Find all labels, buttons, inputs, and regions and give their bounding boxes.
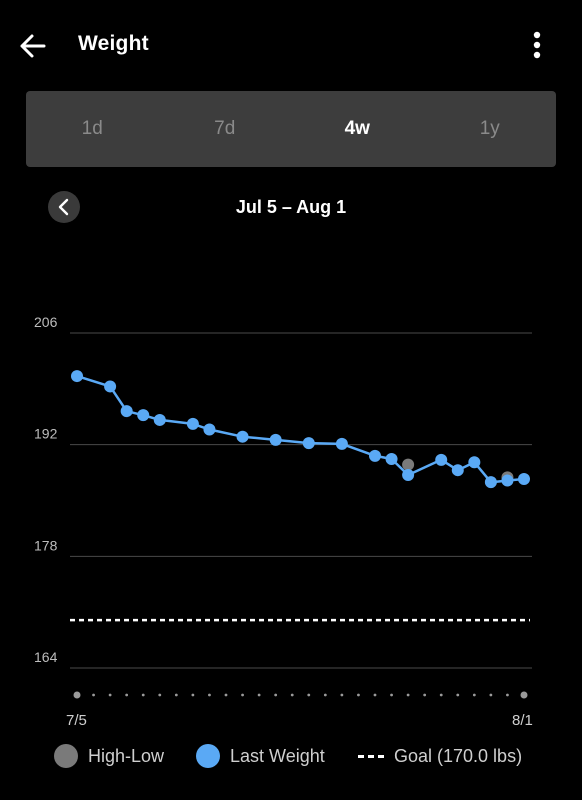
tab-1y[interactable]: 1y: [479, 118, 500, 139]
day-axis-dot: [174, 693, 178, 697]
y-tick-label: 178: [34, 537, 58, 553]
day-axis-dot: [472, 693, 476, 697]
last-weight-point: [203, 423, 216, 436]
arrow-left-icon: [20, 34, 46, 58]
back-button[interactable]: [14, 28, 50, 64]
day-axis-dot: [290, 693, 294, 697]
last-weight-point: [369, 449, 381, 462]
high-low-point: [402, 458, 415, 471]
last-weight-point: [501, 474, 514, 487]
day-axis-dot: [92, 693, 95, 697]
last-weight-point: [269, 433, 282, 446]
day-axis-dot: [141, 693, 145, 697]
day-axis-dot: [373, 693, 377, 697]
x-tick-start: 7/5: [66, 712, 87, 729]
day-axis-dot: [340, 693, 344, 697]
y-tick-label: 164: [34, 649, 58, 665]
day-axis-dot: [406, 693, 410, 697]
last-weight-point: [302, 437, 315, 450]
legend-last-weight-dot: [196, 744, 220, 768]
last-weight-point: [484, 476, 497, 489]
day-axis-dot: [73, 691, 81, 699]
last-weight-point: [137, 409, 150, 422]
last-weight-point: [402, 468, 415, 481]
tab-4w[interactable]: 4w: [344, 118, 370, 139]
last-weight-point: [518, 472, 530, 485]
y-tick-label: 206: [34, 314, 58, 330]
legend-goal: Goal (170.0 lbs): [358, 740, 522, 772]
last-weight-point: [71, 370, 83, 383]
date-range-label: Jul 5 – Aug 1: [235, 197, 347, 217]
legend-goal-label: Goal (170.0 lbs): [394, 745, 523, 766]
more-vertical-icon: [533, 31, 541, 59]
last-weight-point: [186, 417, 199, 430]
day-axis-dot: [125, 693, 129, 697]
day-axis-dot: [439, 693, 443, 697]
last-weight-point: [385, 453, 398, 466]
day-axis-dot: [257, 693, 261, 697]
legend-goal-dash: [358, 754, 384, 758]
range-tabs: 1d 7d 4w 1y: [26, 91, 556, 167]
last-weight-point: [468, 456, 481, 469]
day-axis-dot: [191, 693, 195, 697]
legend-high-low-label: High-Low: [88, 745, 165, 766]
day-axis-dot: [357, 693, 360, 697]
day-axis-dot: [489, 693, 493, 697]
day-axis-dot: [274, 693, 278, 697]
previous-period-button[interactable]: [48, 191, 80, 223]
legend-high-low-dot: [54, 744, 78, 768]
day-axis-dot: [423, 693, 427, 697]
more-options-button[interactable]: [522, 28, 552, 64]
x-tick-end: 8/1: [512, 712, 533, 729]
page-title: Weight: [78, 32, 149, 55]
day-axis-dot: [224, 693, 228, 697]
chart-legend: High-Low Last Weight Goal (170.0 lbs): [0, 740, 582, 772]
day-axis-dot: [506, 693, 509, 697]
day-axis-dot: [158, 693, 162, 697]
legend-high-low: High-Low: [54, 740, 164, 772]
last-weight-point: [451, 464, 464, 477]
day-axis-dot: [323, 693, 327, 697]
weight-chart: 206 192 178 164: [34, 314, 532, 699]
day-axis-dot: [390, 693, 393, 697]
day-axis-dot: [456, 693, 460, 697]
tab-7d[interactable]: 7d: [214, 118, 236, 139]
top-bar: Weight: [0, 0, 582, 90]
last-weight-point: [153, 413, 166, 426]
day-axis-dot: [108, 693, 112, 697]
last-weight-point: [236, 430, 249, 443]
last-weight-point: [435, 453, 448, 466]
y-tick-label: 192: [34, 426, 58, 442]
day-axis-dot: [241, 693, 244, 697]
legend-last-weight: Last Weight: [196, 740, 325, 772]
last-weight-point: [104, 380, 117, 393]
last-weight-point: [335, 437, 348, 450]
day-axis-dot: [307, 693, 311, 697]
legend-last-weight-label: Last Weight: [230, 745, 325, 766]
day-axis-dot: [520, 691, 528, 699]
tab-1d[interactable]: 1d: [81, 118, 103, 139]
chevron-left-icon: [58, 198, 69, 216]
day-axis-dot: [208, 693, 211, 697]
last-weight-point: [120, 405, 133, 418]
